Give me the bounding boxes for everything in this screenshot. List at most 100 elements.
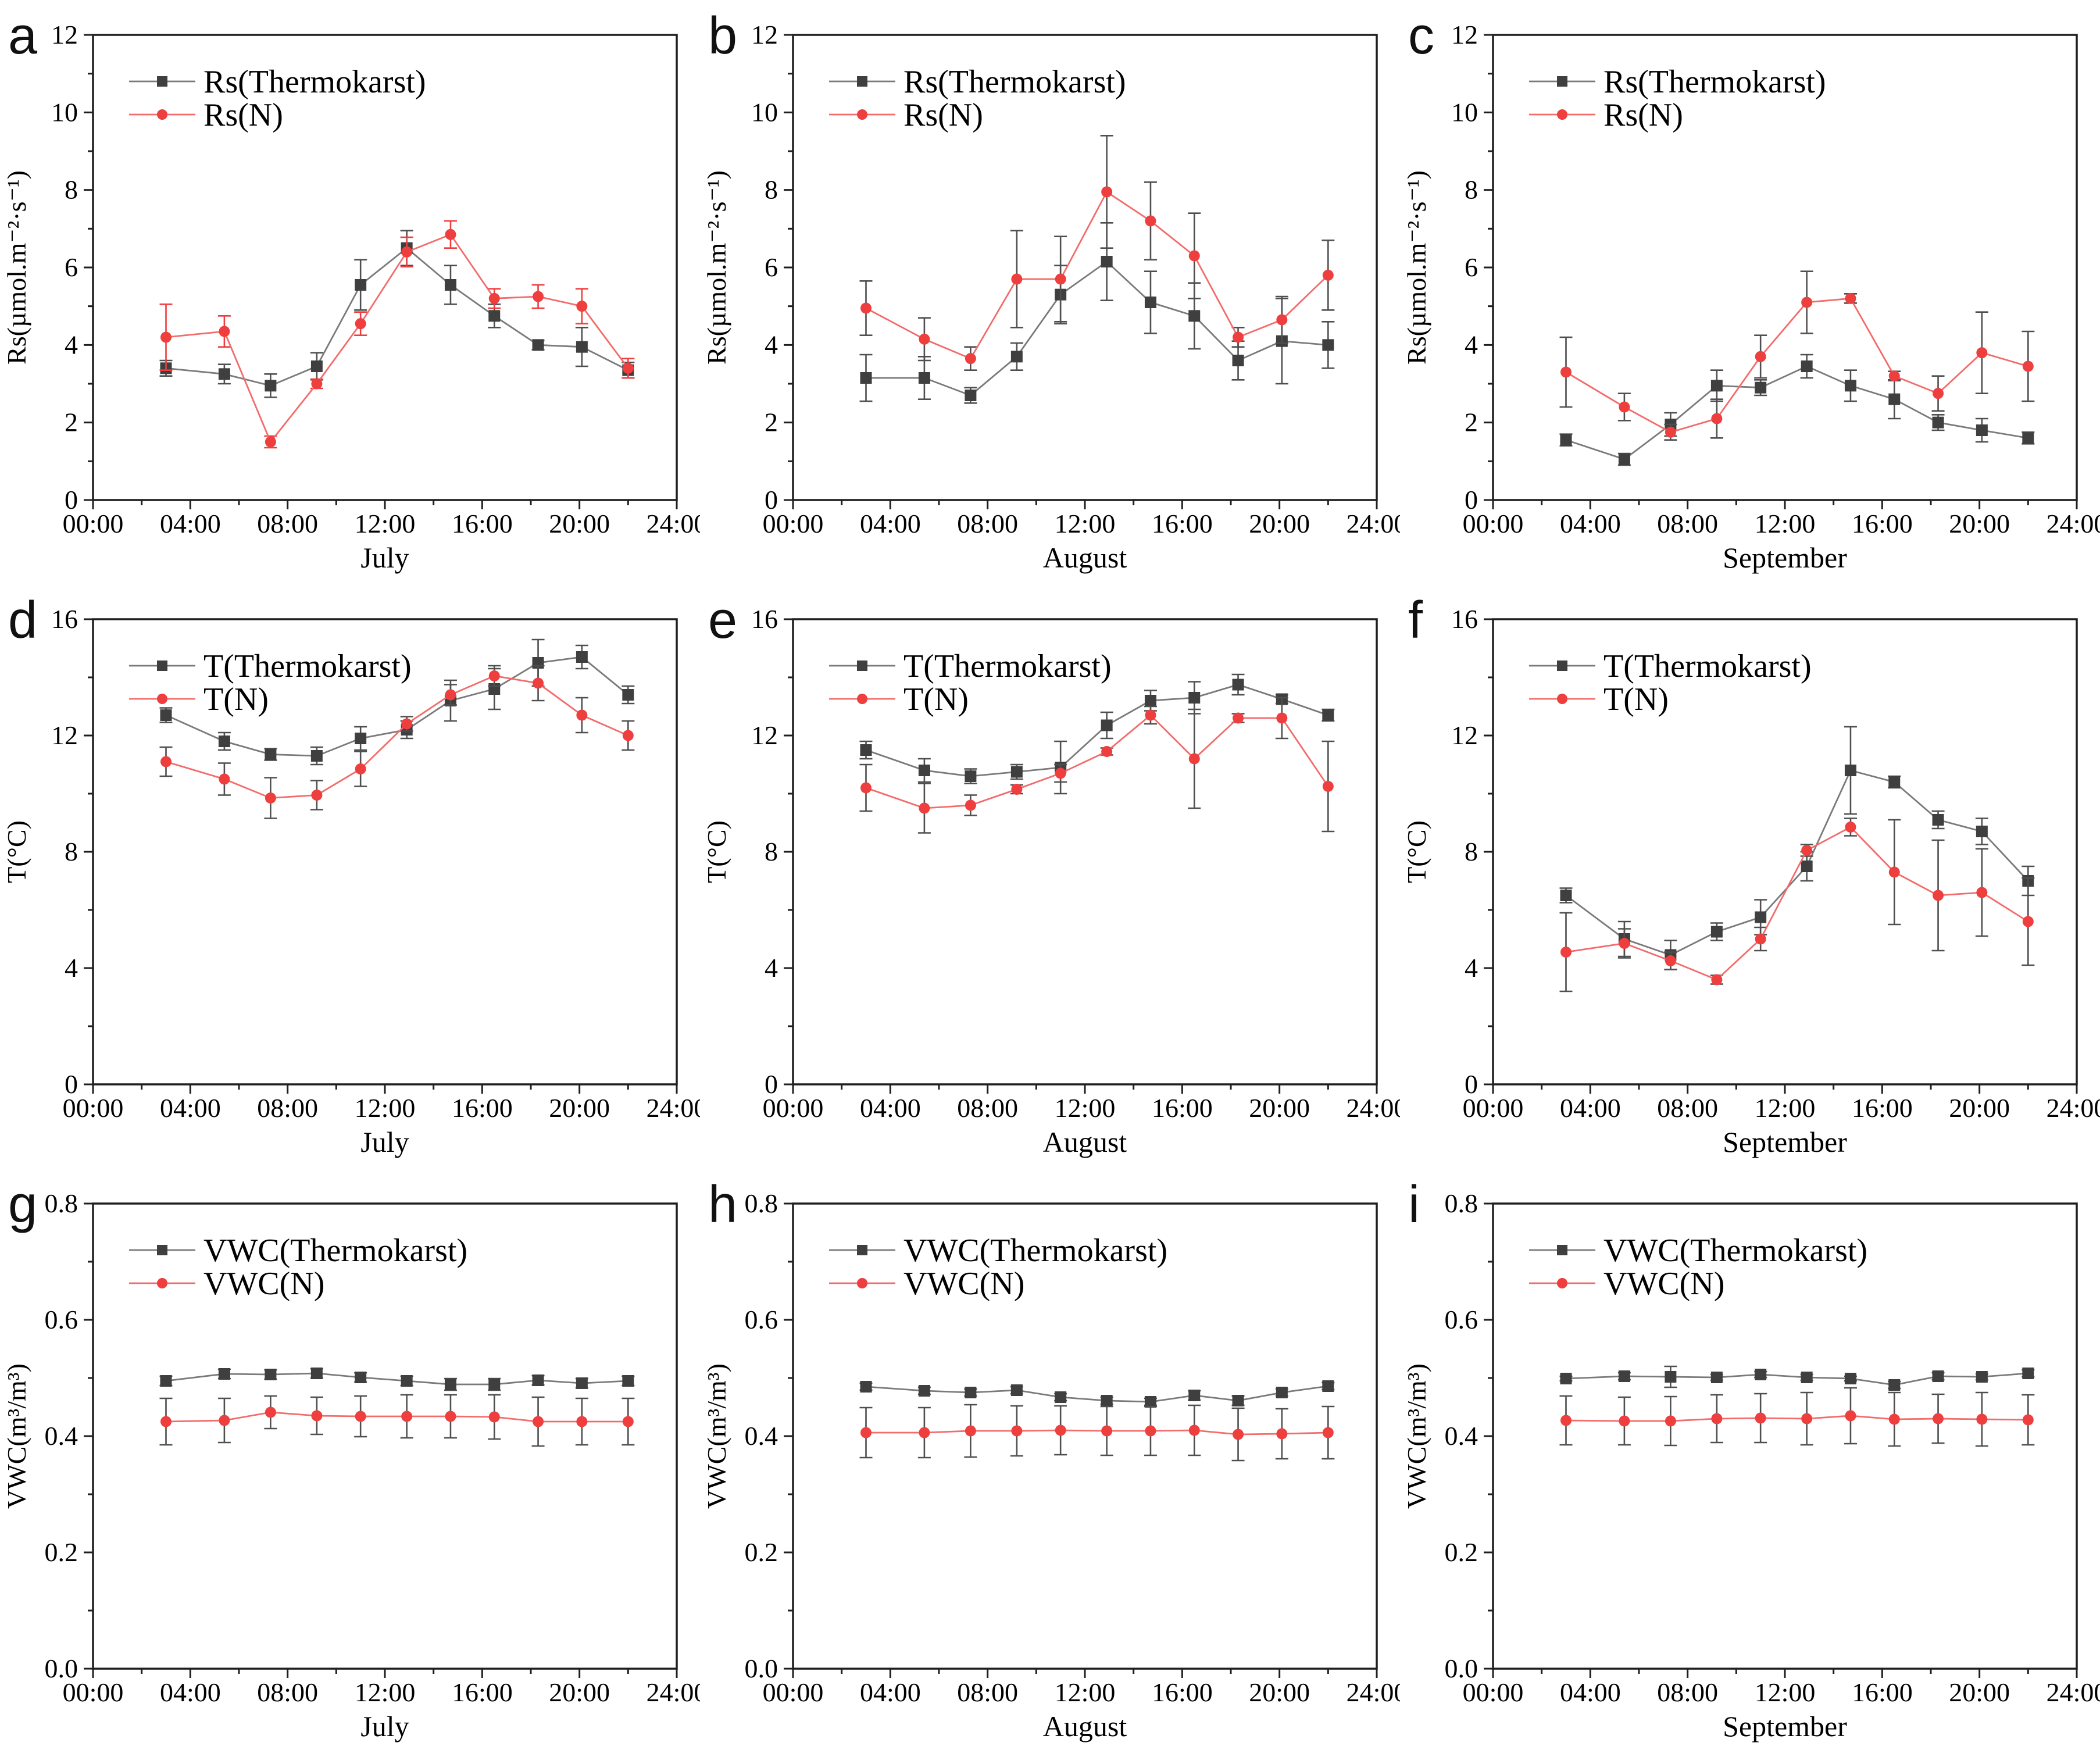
data-point-circle: [860, 1427, 872, 1438]
data-point-square: [160, 1375, 172, 1387]
data-point-square: [860, 372, 872, 384]
legend-marker-square: [857, 1245, 867, 1255]
y-axis: 0 4 8 12 16: [751, 604, 793, 1099]
data-point-square: [1101, 1395, 1113, 1406]
data-point-circle: [1801, 297, 1813, 308]
legend-marker-circle: [857, 694, 867, 704]
x-tick-label: 00:00: [63, 509, 124, 538]
data-point-square: [1144, 297, 1156, 308]
data-point-circle: [860, 302, 872, 314]
panel-letter: i: [1408, 1176, 1420, 1234]
data-point-circle: [1145, 1425, 1156, 1437]
data-point-circle: [219, 1415, 230, 1426]
x-axis: 00:00 04:00 08:00 12:00 16:00 20:00 24:00: [763, 500, 1400, 538]
x-axis-label: August: [1043, 1126, 1127, 1158]
legend: Rs(Thermokarst)Rs(N): [1529, 64, 1826, 133]
y-tick-label: 8: [1465, 837, 1478, 866]
y-axis: 0.0 0.2 0.4 0.6 0.8: [745, 1188, 793, 1683]
legend: T(Thermokarst)T(N): [129, 648, 412, 717]
y-tick-label: 4: [765, 330, 778, 359]
series-T(Thermokarst): [859, 673, 1335, 795]
data-point-square: [1755, 381, 1767, 394]
x-tick-label: 20:00: [1249, 1093, 1310, 1123]
data-point-circle: [1888, 370, 1900, 382]
plot-frame: [792, 34, 1378, 501]
data-point-square: [1665, 1371, 1677, 1383]
series-VWC(Thermokarst): [859, 1380, 1335, 1408]
x-axis-label: July: [360, 541, 409, 574]
x-tick-label: 20:00: [549, 509, 610, 538]
data-point-square: [1844, 765, 1856, 776]
data-point-square: [218, 1368, 230, 1380]
x-tick-label: 12:00: [355, 1677, 416, 1707]
data-point-circle: [2022, 360, 2034, 372]
x-axis: 00:00 04:00 08:00 12:00 16:00 20:00 24:00: [1463, 1084, 2100, 1123]
data-point-circle: [488, 1411, 500, 1423]
data-point-circle: [1322, 1427, 1334, 1438]
chart-panel-g: 00:0004:0008:0012:0016:0020:0024:000.00.…: [2, 1176, 700, 1743]
legend-label: VWC(N): [1603, 1266, 1724, 1302]
panel-b: 00:00 04:00 08:00 12:00 16:00 20:00 24:00 0 2 4 6 8…: [700, 0, 1400, 584]
data-point-circle: [1101, 186, 1113, 198]
y-tick-label: 2: [65, 408, 78, 437]
legend-label: T(N): [1603, 681, 1669, 717]
data-point-square: [1055, 1391, 1067, 1403]
series-Rs(Thermokarst): [1559, 354, 2035, 466]
data-point-circle: [445, 1411, 456, 1422]
y-tick-label: 0.2: [1445, 1537, 1478, 1567]
x-tick-label: 04:00: [1560, 509, 1621, 538]
data-point-square: [1010, 1384, 1023, 1396]
legend-label: Rs(Thermokarst): [1603, 64, 1826, 100]
x-tick-label: 16:00: [1852, 1093, 1913, 1123]
data-point-square: [218, 736, 230, 747]
panel-letter: c: [1408, 7, 1434, 65]
plot-frame: [92, 34, 678, 501]
x-tick-label: 08:00: [257, 1677, 318, 1707]
y-tick-label: 0.0: [45, 1654, 78, 1683]
data-point-circle: [355, 763, 366, 774]
data-point-square: [965, 390, 977, 401]
x-tick-label: 20:00: [1249, 1677, 1310, 1707]
data-point-circle: [1055, 767, 1066, 779]
data-point-circle: [445, 689, 456, 701]
data-point-circle: [445, 229, 456, 240]
y-tick-label: 6: [1465, 252, 1478, 282]
data-point-square: [1232, 1395, 1244, 1406]
legend-label: Rs(Thermokarst): [203, 64, 426, 100]
data-point-circle: [1976, 347, 1988, 359]
data-point-circle: [965, 799, 976, 811]
panel-letter: b: [708, 7, 737, 65]
series-VWC(N): [859, 1404, 1335, 1462]
legend: T(Thermokarst)T(N): [829, 648, 1112, 717]
series-T(N): [1559, 817, 2035, 992]
data-point-square: [532, 1374, 544, 1386]
data-point-circle: [576, 709, 588, 721]
data-point-circle: [1665, 1415, 1676, 1427]
legend-label: VWC(Thermokarst): [903, 1233, 1167, 1269]
data-point-circle: [1845, 292, 1856, 304]
x-tick-label: 12:00: [1055, 1677, 1116, 1707]
data-point-square: [576, 651, 588, 663]
data-point-circle: [576, 1416, 588, 1427]
x-axis: 00:00 04:00 08:00 12:00 16:00 20:00 24:00: [63, 1084, 700, 1123]
plot-frame: [792, 618, 1378, 1086]
plot-frame: [792, 1202, 1378, 1670]
data-point-circle: [1276, 712, 1288, 724]
data-point-circle: [219, 326, 230, 337]
data-point-circle: [1011, 273, 1023, 285]
x-tick-label: 20:00: [1249, 509, 1310, 538]
x-tick-label: 00:00: [1463, 509, 1524, 538]
panel-letter: a: [8, 7, 38, 65]
legend: Rs(Thermokarst)Rs(N): [829, 64, 1126, 133]
data-point-circle: [533, 1416, 544, 1427]
panel-letter: d: [8, 591, 37, 649]
data-point-square: [1844, 1373, 1856, 1384]
x-tick-label: 00:00: [763, 509, 824, 538]
data-point-square: [265, 1369, 277, 1380]
data-point-square: [444, 1379, 456, 1390]
data-point-circle: [488, 292, 500, 304]
x-tick-label: 16:00: [452, 1677, 513, 1707]
data-point-circle: [401, 246, 413, 258]
legend: T(Thermokarst)T(N): [1529, 648, 1812, 717]
data-point-circle: [919, 333, 930, 345]
